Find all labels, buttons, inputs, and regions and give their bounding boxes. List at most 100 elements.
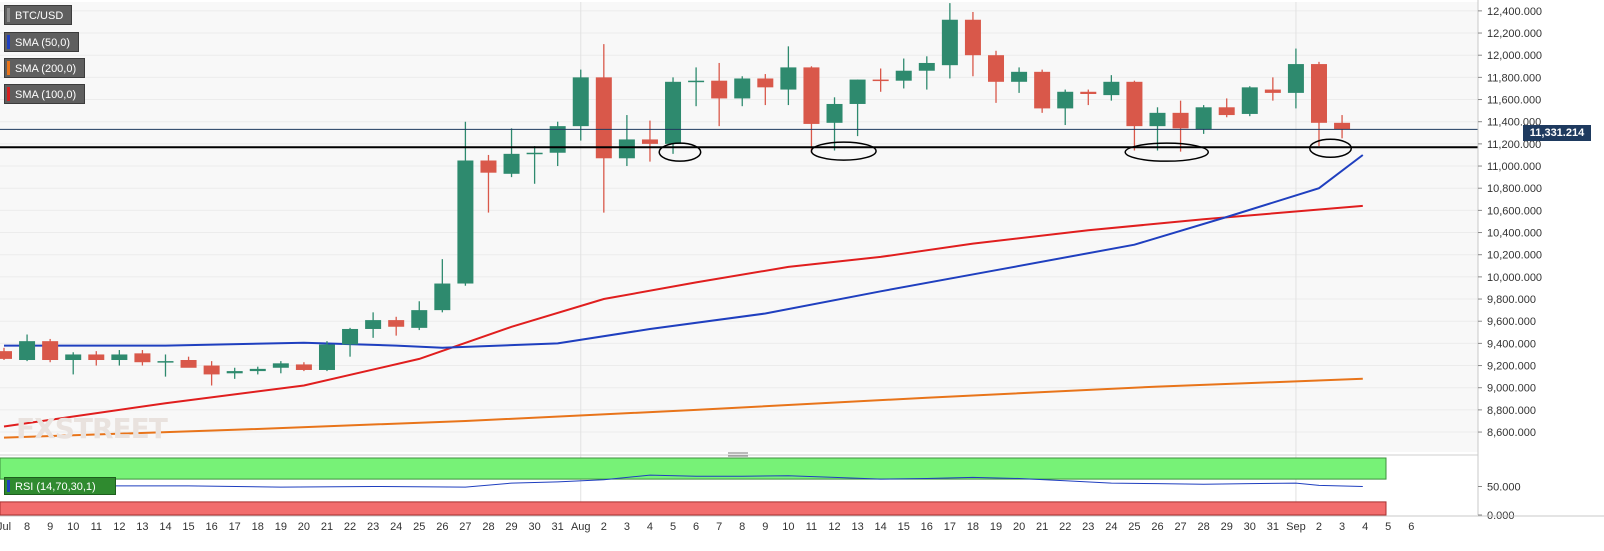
- candle-body: [0, 351, 12, 359]
- price-tick-label: 12,000.000: [1487, 50, 1542, 62]
- candle-body: [1126, 81, 1143, 127]
- candle-body: [988, 55, 1005, 82]
- price-tick-label: 9,000.000: [1487, 383, 1536, 395]
- date-tick-label: 9: [762, 521, 768, 533]
- date-tick-label: 26: [436, 521, 448, 533]
- price-tick-label: 11,200.000: [1487, 139, 1541, 151]
- date-tick-label: 10: [67, 521, 79, 533]
- date-tick-label: 20: [298, 521, 310, 533]
- legend-sma-100[interactable]: SMA (100,0): [4, 84, 86, 104]
- price-axis: 8,600.000 8,800.000 9,000.000 9,200.000 9,40…: [1477, 0, 1542, 515]
- candle-body: [272, 363, 289, 368]
- candle-body: [388, 320, 405, 327]
- date-tick-label: 17: [229, 521, 241, 533]
- candle-body: [849, 79, 866, 104]
- candle-body: [157, 361, 174, 363]
- legend-sma-200[interactable]: SMA (200,0): [4, 58, 86, 78]
- date-tick-label: 30: [528, 521, 540, 533]
- legend-swatch: [7, 35, 10, 49]
- candle-body: [1172, 112, 1189, 129]
- price-tick-label: 8,800.000: [1487, 405, 1536, 417]
- price-tick-label: 10,000.000: [1487, 272, 1542, 284]
- candle-body: [549, 126, 566, 153]
- date-tick-label: 2: [1316, 521, 1322, 533]
- date-tick-label: 5: [1385, 521, 1391, 533]
- date-tick-label: 13: [136, 521, 148, 533]
- date-tick-label: 15: [898, 521, 910, 533]
- date-tick-label: 27: [1174, 521, 1186, 533]
- sma-50-path: [4, 154, 1364, 349]
- date-tick-label: 4: [647, 521, 653, 533]
- candle-body: [1241, 87, 1258, 114]
- date-tick-label: Sep: [1286, 521, 1306, 533]
- date-tick-label: 21: [1036, 521, 1048, 533]
- price-tick-label: 9,400.000: [1487, 338, 1536, 350]
- date-tick-label: 8: [739, 521, 745, 533]
- date-axis: Jul8910111213141516171819202122232425262…: [0, 515, 1604, 533]
- candle-body: [1334, 122, 1351, 130]
- price-tick-label: 10,200.000: [1487, 250, 1542, 262]
- rsi-overbought-zone: [0, 457, 1387, 480]
- date-tick-label: 9: [47, 521, 53, 533]
- date-tick-label: 12: [113, 521, 125, 533]
- date-tick-label: 25: [1128, 521, 1140, 533]
- candle-body: [941, 19, 958, 66]
- date-tick-label: 23: [1082, 521, 1094, 533]
- price-tick-label: 10,800.000: [1487, 183, 1542, 195]
- date-tick-label: 20: [1013, 521, 1025, 533]
- price-tick-label: 11,000.000: [1487, 161, 1541, 173]
- date-tick-label: 10: [782, 521, 794, 533]
- candle-body: [203, 365, 220, 375]
- candle-body: [1264, 89, 1281, 93]
- candle-body: [1195, 107, 1212, 130]
- rsi-label: RSI (14,70,30,1): [15, 481, 96, 493]
- date-tick-label: 25: [413, 521, 425, 533]
- candle-body: [295, 364, 312, 370]
- support-touch-circle: [810, 141, 877, 161]
- date-tick-label: 27: [459, 521, 471, 533]
- date-tick-label: 3: [1339, 521, 1345, 533]
- date-tick-label: 18: [967, 521, 979, 533]
- date-tick-label: 31: [1267, 521, 1279, 533]
- legend-label: SMA (200,0): [15, 63, 77, 75]
- date-tick-label: 6: [1408, 521, 1414, 533]
- price-tick-label: 10,600.000: [1487, 205, 1542, 217]
- date-tick-label: 16: [921, 521, 933, 533]
- date-tick-label: 26: [1151, 521, 1163, 533]
- candle-body: [365, 320, 382, 329]
- legend-btcusd[interactable]: BTC/USD: [4, 5, 73, 25]
- sma-200-line: [3, 377, 1363, 439]
- date-tick-label: 22: [344, 521, 356, 533]
- legend-label: BTC/USD: [15, 10, 64, 22]
- support-touch-circle: [1309, 138, 1353, 159]
- legend-sma-50[interactable]: SMA (50,0): [4, 32, 80, 52]
- date-tick-label: Aug: [571, 521, 591, 533]
- date-tick-label: 3: [624, 521, 630, 533]
- candle-body: [503, 153, 520, 174]
- candle-body: [734, 78, 751, 99]
- candle-body: [665, 81, 682, 144]
- candle-body: [1057, 91, 1074, 109]
- rsi-tick-label: 50.000: [1487, 482, 1521, 494]
- rsi-oversold-zone: [0, 501, 1387, 516]
- candle-body: [1080, 91, 1097, 94]
- candle-body: [1103, 81, 1120, 96]
- price-tick-label: 9,600.000: [1487, 316, 1536, 328]
- candle-body: [42, 341, 59, 361]
- rsi-legend[interactable]: RSI (14,70,30,1): [4, 477, 116, 495]
- date-tick-label: 18: [252, 521, 264, 533]
- date-tick-label: 29: [505, 521, 517, 533]
- candle-body: [757, 78, 774, 88]
- support-levels: [0, 128, 1478, 162]
- date-tick-label: 8: [24, 521, 30, 533]
- candle-body: [803, 67, 820, 124]
- current-price-tag: 11,331.214: [1523, 125, 1591, 141]
- date-tick-label: 23: [367, 521, 379, 533]
- date-tick-label: 19: [275, 521, 287, 533]
- support-touch-circle: [658, 142, 702, 162]
- candle-body: [918, 62, 935, 71]
- grid-lines: [0, 2, 1478, 515]
- date-tick-label: 28: [482, 521, 494, 533]
- legend-swatch: [7, 480, 10, 492]
